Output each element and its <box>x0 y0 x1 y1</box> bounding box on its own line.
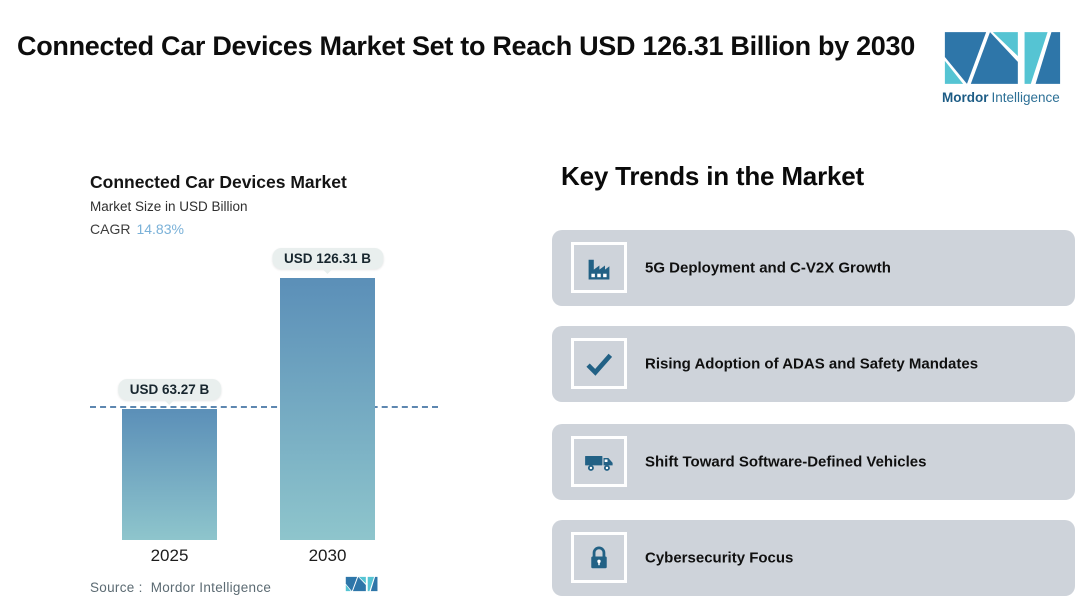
source-value: Mordor Intelligence <box>150 580 272 595</box>
brand-logo: Mordor Intelligence <box>942 30 1064 105</box>
trend-icon-box <box>571 338 627 389</box>
source-row: Source : Mordor Intelligence <box>90 580 271 595</box>
bar-chart: USD 63.27 B USD 126.31 B 2025 2030 <box>90 240 438 565</box>
trend-label: Cybersecurity Focus <box>645 549 794 567</box>
source-label: Source : <box>90 580 143 595</box>
brand-name-regular: Intelligence <box>991 90 1060 105</box>
page-title: Connected Car Devices Market Set to Reac… <box>17 31 915 61</box>
mordor-intelligence-logo-icon <box>942 30 1062 86</box>
checkmark-icon <box>586 353 613 376</box>
trend-card-sdv: Shift Toward Software-Defined Vehicles <box>552 424 1075 500</box>
trend-label: 5G Deployment and C-V2X Growth <box>645 259 891 277</box>
chart-title: Connected Car Devices Market <box>90 172 347 192</box>
truck-icon <box>585 455 613 471</box>
x-axis-label-2025: 2025 <box>150 546 189 565</box>
lock-icon <box>591 546 607 568</box>
trend-icon-box <box>571 242 627 293</box>
trend-label: Shift Toward Software-Defined Vehicles <box>645 453 927 471</box>
brand-name: Mordor Intelligence <box>942 90 1064 105</box>
chart-subtitle: Market Size in USD Billion <box>90 199 248 214</box>
trend-icon-box <box>571 532 627 583</box>
cagr-value: 14.83% <box>136 221 184 237</box>
trend-card-cybersecurity: Cybersecurity Focus <box>552 520 1075 596</box>
factory-icon <box>588 259 610 279</box>
value-label-2030: USD 126.31 B <box>271 248 384 269</box>
bar-2030 <box>280 278 375 540</box>
trend-label: Rising Adoption of ADAS and Safety Manda… <box>645 355 979 373</box>
trend-card-adas: Rising Adoption of ADAS and Safety Manda… <box>552 326 1075 402</box>
brand-name-bold: Mordor <box>942 90 989 105</box>
bar-group-2030: USD 126.31 B <box>271 240 384 540</box>
mini-logo-icon <box>345 576 378 592</box>
trend-icon-box <box>571 436 627 487</box>
value-label-2025: USD 63.27 B <box>117 378 222 400</box>
trend-card-5g: 5G Deployment and C-V2X Growth <box>552 230 1075 306</box>
bar-2025 <box>122 408 217 540</box>
reference-line <box>90 405 438 408</box>
cagr-row: CAGR 14.83% <box>90 221 184 237</box>
bar-group-2025: USD 63.27 B <box>117 240 222 540</box>
trends-heading: Key Trends in the Market <box>561 161 864 191</box>
cagr-label: CAGR <box>90 221 131 237</box>
x-axis-label-2030: 2030 <box>308 546 347 565</box>
